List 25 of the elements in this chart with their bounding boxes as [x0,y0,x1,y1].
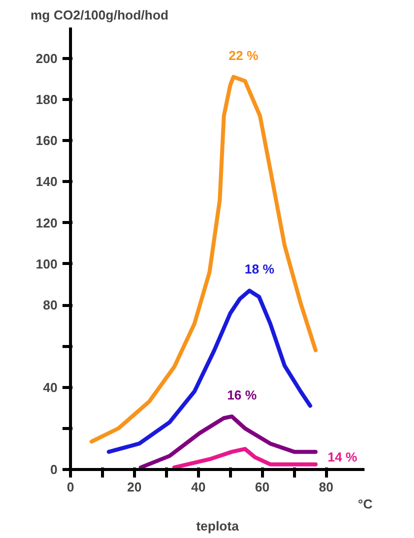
y-tick-label: 160 [36,133,58,148]
series-label: 14 % [328,449,358,464]
y-tick-label: 0 [50,462,58,477]
y-tick-label: 80 [43,298,58,313]
y-tick-label: 180 [36,92,58,107]
line-series [106,288,312,454]
y-tick-label: 200 [36,50,58,66]
line-series [138,414,318,470]
x-tick-label: 0 [66,480,74,494]
line-series [90,74,318,444]
y-tick-label: 100 [36,256,58,272]
x-tick-label: 40 [191,480,206,494]
series-label: 22 % [228,48,259,63]
line-series [172,446,318,470]
series-label: 16 % [227,387,258,402]
y-axis-title: mg CO2/100g/hod/hod [30,8,169,22]
y-tick-label: 40 [43,380,58,395]
series-label: 18 % [244,262,275,277]
x-tick-label: 80 [318,480,334,494]
x-axis-title: teplota [196,518,240,534]
y-tick-label: 140 [36,174,58,190]
x-tick-label: 60 [255,480,270,494]
y-tick-label: 120 [36,215,58,230]
x-tick-label: 20 [127,480,142,494]
text: °C [358,496,374,512]
